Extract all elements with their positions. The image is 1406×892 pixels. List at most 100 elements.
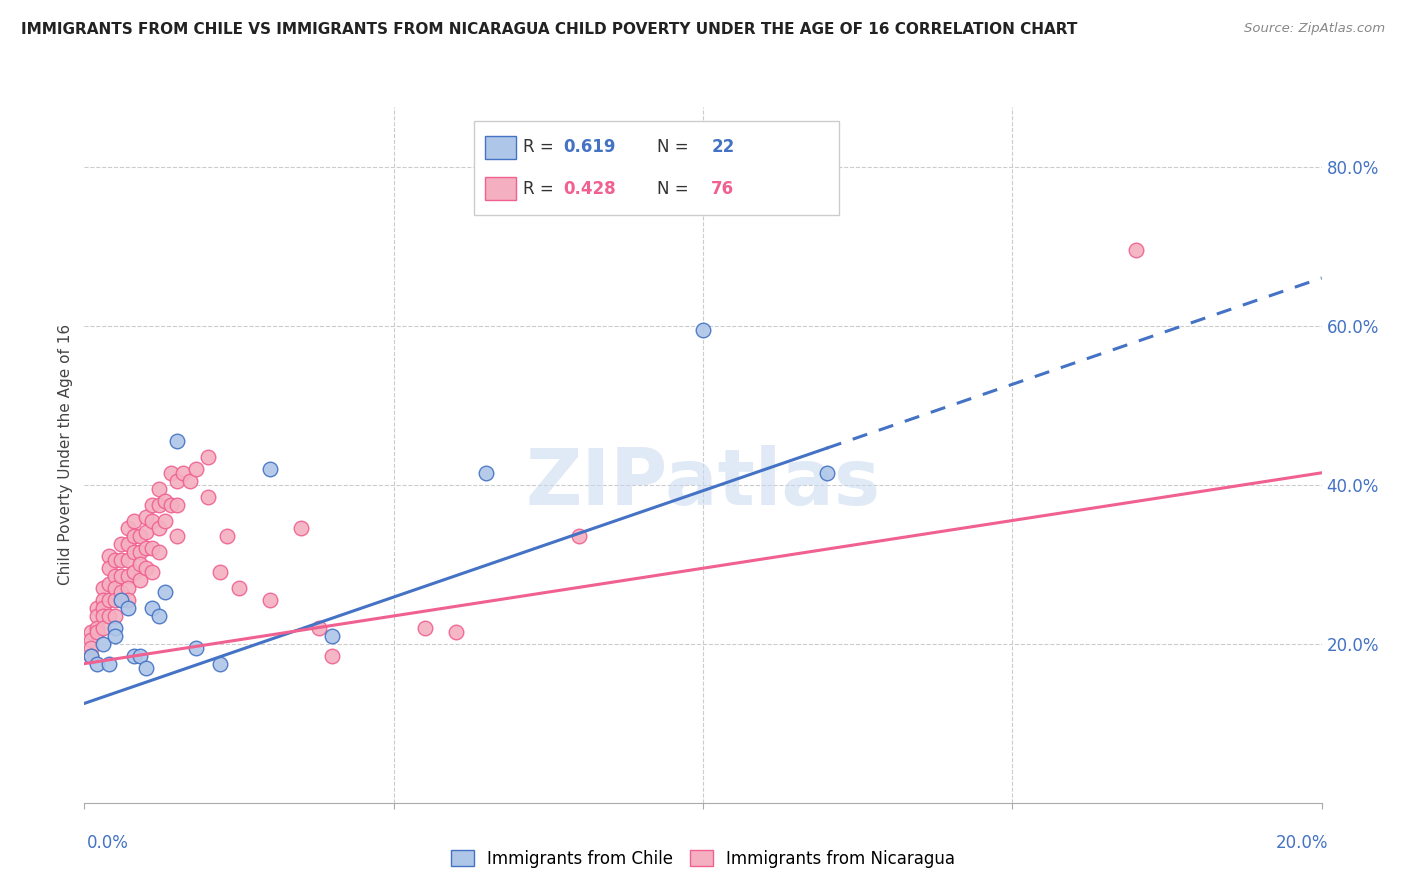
Point: [122, 514, 145, 528]
Point: [110, 553, 132, 567]
Point: [91, 601, 114, 615]
Point: [153, 585, 176, 599]
Point: [104, 621, 127, 635]
Text: Source: ZipAtlas.com: Source: ZipAtlas.com: [1244, 22, 1385, 36]
Point: [215, 529, 238, 543]
Text: R =: R =: [523, 138, 560, 156]
Point: [141, 541, 163, 556]
Point: [444, 624, 467, 639]
Point: [79, 624, 101, 639]
Point: [148, 521, 170, 535]
Text: 0.619: 0.619: [564, 138, 616, 156]
Point: [141, 601, 163, 615]
Text: ZIPatlas: ZIPatlas: [526, 445, 880, 521]
Point: [91, 581, 114, 595]
Point: [321, 648, 343, 663]
Point: [209, 657, 232, 671]
Point: [117, 569, 139, 583]
Point: [117, 553, 139, 567]
Point: [117, 581, 139, 595]
Point: [117, 537, 139, 551]
Point: [117, 521, 139, 535]
Point: [135, 525, 157, 540]
Text: 0.428: 0.428: [564, 179, 616, 198]
Point: [110, 569, 132, 583]
Text: 22: 22: [711, 138, 734, 156]
Point: [104, 553, 127, 567]
Point: [184, 462, 207, 476]
FancyBboxPatch shape: [485, 177, 516, 201]
Point: [166, 434, 188, 448]
Point: [91, 637, 114, 651]
Point: [160, 466, 183, 480]
FancyBboxPatch shape: [474, 121, 839, 215]
Point: [86, 609, 108, 624]
Point: [98, 549, 121, 564]
Point: [568, 529, 591, 543]
Point: [86, 624, 108, 639]
Point: [166, 498, 188, 512]
Point: [148, 545, 170, 559]
Point: [129, 545, 152, 559]
Point: [475, 466, 498, 480]
Point: [166, 474, 188, 488]
Point: [179, 474, 201, 488]
Point: [98, 593, 121, 607]
Text: IMMIGRANTS FROM CHILE VS IMMIGRANTS FROM NICARAGUA CHILD POVERTY UNDER THE AGE O: IMMIGRANTS FROM CHILE VS IMMIGRANTS FROM…: [21, 22, 1077, 37]
Text: N =: N =: [657, 138, 693, 156]
Point: [110, 593, 132, 607]
Point: [148, 498, 170, 512]
Point: [160, 498, 183, 512]
Point: [1125, 243, 1147, 257]
Point: [153, 493, 176, 508]
Point: [153, 514, 176, 528]
Point: [104, 593, 127, 607]
Point: [290, 521, 312, 535]
Point: [79, 632, 101, 647]
Point: [184, 640, 207, 655]
Point: [98, 657, 121, 671]
Point: [122, 565, 145, 579]
Point: [98, 577, 121, 591]
Point: [104, 609, 127, 624]
Point: [110, 537, 132, 551]
Text: N =: N =: [657, 179, 693, 198]
Point: [141, 498, 163, 512]
Point: [98, 561, 121, 575]
Point: [308, 621, 330, 635]
FancyBboxPatch shape: [485, 136, 516, 159]
Point: [129, 558, 152, 572]
Point: [117, 601, 139, 615]
Point: [104, 569, 127, 583]
Point: [86, 621, 108, 635]
Point: [148, 482, 170, 496]
Point: [197, 490, 219, 504]
Point: [110, 585, 132, 599]
Point: [135, 561, 157, 575]
Point: [259, 462, 281, 476]
Point: [148, 609, 170, 624]
Point: [815, 466, 838, 480]
Point: [259, 593, 281, 607]
Point: [129, 648, 152, 663]
Point: [209, 565, 232, 579]
Point: [129, 573, 152, 587]
Point: [86, 657, 108, 671]
Point: [141, 565, 163, 579]
Point: [692, 323, 714, 337]
Point: [129, 529, 152, 543]
Point: [91, 593, 114, 607]
Point: [79, 648, 101, 663]
Text: 20.0%: 20.0%: [1277, 834, 1329, 852]
Point: [122, 529, 145, 543]
Point: [228, 581, 250, 595]
Text: 76: 76: [711, 179, 734, 198]
Point: [86, 601, 108, 615]
Point: [104, 581, 127, 595]
Text: 0.0%: 0.0%: [87, 834, 129, 852]
Point: [135, 509, 157, 524]
Point: [79, 648, 101, 663]
Y-axis label: Child Poverty Under the Age of 16: Child Poverty Under the Age of 16: [58, 325, 73, 585]
Point: [122, 545, 145, 559]
Point: [197, 450, 219, 464]
